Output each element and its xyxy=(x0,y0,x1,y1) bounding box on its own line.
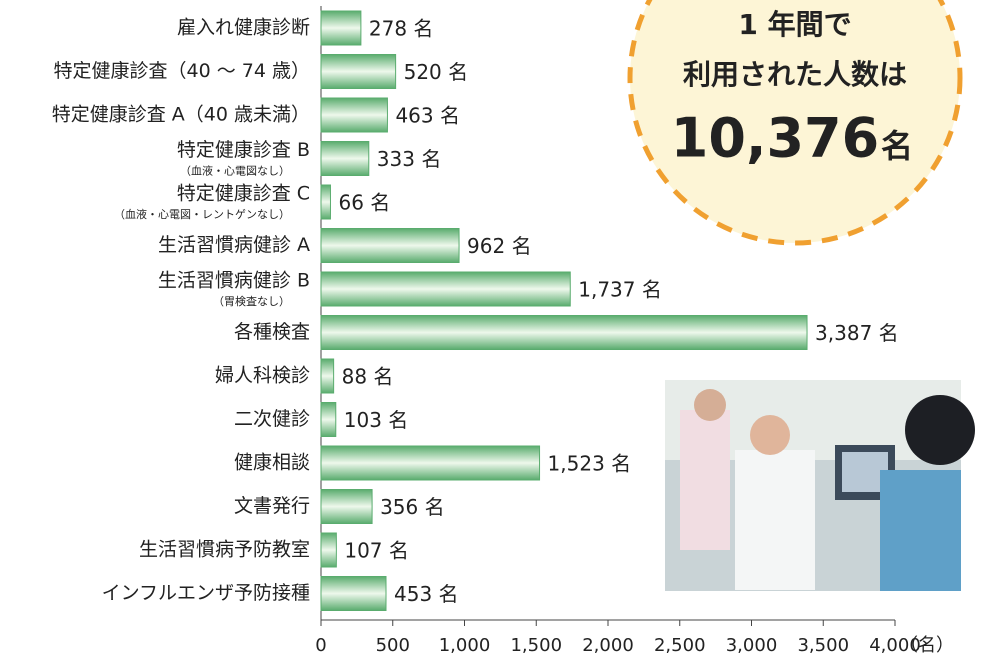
category-label: 二次健診 xyxy=(234,408,310,430)
category-label: 文書発行 xyxy=(234,495,310,517)
x-tick-label: 0 xyxy=(315,635,326,656)
bar xyxy=(321,55,396,89)
bar xyxy=(321,316,807,350)
category-label: 健康相談 xyxy=(234,452,310,474)
x-tick-label: 3,000 xyxy=(726,635,778,656)
value-label: 453 名 xyxy=(394,582,459,606)
category-label: 各種検査 xyxy=(234,321,310,343)
bar xyxy=(321,229,459,263)
x-tick-label: 3,500 xyxy=(797,635,849,656)
category-label: 生活習慣病健診 A xyxy=(158,234,310,256)
callout-text: 1 年間で xyxy=(738,8,851,41)
bar xyxy=(321,359,334,393)
category-label: 特定健康診査 A（40 歳未満） xyxy=(52,104,310,126)
value-label: 356 名 xyxy=(380,495,445,519)
category-note: （胃検査なし） xyxy=(213,294,290,308)
value-label: 463 名 xyxy=(395,104,460,128)
category-note: （血液・心電図なし） xyxy=(180,164,290,178)
value-label: 66 名 xyxy=(338,191,390,215)
callout-total: 10,376 xyxy=(671,107,879,170)
bar xyxy=(321,11,361,45)
category-label: 特定健康診査 B xyxy=(177,139,310,161)
category-label: 雇入れ健康診断 xyxy=(177,17,310,39)
value-label: 103 名 xyxy=(344,408,409,432)
bar xyxy=(321,533,336,567)
bar xyxy=(321,98,387,132)
category-label: 生活習慣病健診 B xyxy=(158,270,310,292)
value-label: 278 名 xyxy=(369,17,434,41)
photo xyxy=(665,380,975,591)
bar xyxy=(321,403,336,437)
category-label: 生活習慣病予防教室 xyxy=(139,539,310,561)
value-label: 1,523 名 xyxy=(548,452,632,476)
category-label: 特定健康診査 C xyxy=(177,183,310,205)
bar xyxy=(321,490,372,524)
bar xyxy=(321,142,369,176)
value-label: 1,737 名 xyxy=(578,278,662,302)
callout-unit: 名 xyxy=(881,127,913,165)
chart: 1 年間で利用された人数は 10,376名 0 500 1,000 1,500 2,000… xyxy=(0,0,982,660)
bar xyxy=(321,577,386,611)
bar xyxy=(321,272,570,306)
value-label: 520 名 xyxy=(404,60,469,84)
callout-text: 利用された人数は xyxy=(683,58,907,91)
x-unit: （名） xyxy=(900,635,954,656)
value-label: 333 名 xyxy=(377,147,442,171)
category-label: 特定健康診査（40 ～ 74 歳） xyxy=(54,60,310,82)
value-label: 962 名 xyxy=(467,234,532,258)
x-tick-label: 1,500 xyxy=(510,635,562,656)
x-tick-label: 1,000 xyxy=(439,635,491,656)
category-label: 婦人科検診 xyxy=(215,365,310,387)
value-label: 107 名 xyxy=(344,539,409,563)
category-label: インフルエンザ予防接種 xyxy=(102,582,310,604)
bar xyxy=(321,446,540,480)
value-label: 88 名 xyxy=(342,365,394,389)
x-tick-label: 2,500 xyxy=(654,635,706,656)
x-tick-label: 500 xyxy=(376,635,410,656)
x-tick-label: 2,000 xyxy=(582,635,634,656)
bar xyxy=(321,185,330,219)
category-note: （血液・心電図・レントゲンなし） xyxy=(114,207,290,221)
value-label: 3,387 名 xyxy=(815,321,899,345)
